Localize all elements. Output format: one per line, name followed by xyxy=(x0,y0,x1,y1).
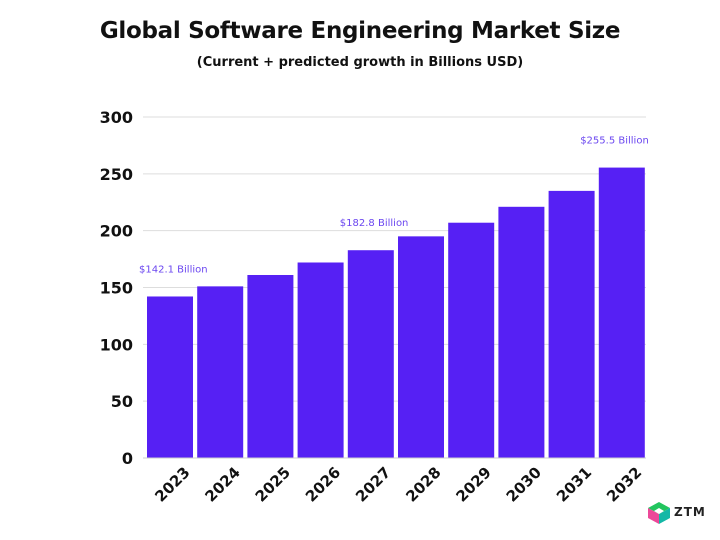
y-tick-label: 0 xyxy=(122,449,133,468)
data-label-2023: $142.1 Billion xyxy=(139,264,208,275)
chart-title: Global Software Engineering Market Size xyxy=(99,18,621,44)
data-label-2032: $255.5 Billion xyxy=(580,136,649,147)
bar-2027 xyxy=(347,250,394,458)
x-tick-label: 2031 xyxy=(553,463,595,505)
x-tick-label: 2024 xyxy=(202,463,244,505)
bar-2028 xyxy=(398,236,444,458)
bar-2023 xyxy=(147,296,193,458)
y-tick-label: 150 xyxy=(100,279,133,298)
x-tick-label: 2028 xyxy=(402,463,444,505)
ztm-logo: ZTM xyxy=(646,500,714,530)
y-tick-label: 200 xyxy=(100,222,133,241)
bar-2029 xyxy=(448,222,495,458)
bar-2024 xyxy=(197,286,244,458)
x-tick-label: 2025 xyxy=(252,463,294,505)
bar-2031 xyxy=(548,190,595,458)
x-tick-label: 2027 xyxy=(352,463,394,505)
bar-2025 xyxy=(247,274,294,458)
y-tick-label: 250 xyxy=(100,165,133,184)
ztm-logo-icon xyxy=(648,502,670,524)
chart-subtitle: (Current + predicted growth in Billions … xyxy=(196,55,524,70)
data-label-2027: $182.8 Billion xyxy=(340,218,409,229)
x-tick-label: 2032 xyxy=(603,463,645,505)
x-tick-label: 2023 xyxy=(151,463,193,505)
x-tick-label: 2030 xyxy=(503,463,545,505)
y-tick-label: 300 xyxy=(100,108,133,127)
bar-2032 xyxy=(598,167,645,458)
logo-text: ZTM xyxy=(674,505,706,519)
y-tick-label: 100 xyxy=(100,335,133,354)
y-tick-label: 50 xyxy=(111,392,133,411)
x-tick-label: 2026 xyxy=(302,463,344,505)
bar-2030 xyxy=(498,206,545,458)
bar-2026 xyxy=(297,262,344,458)
x-tick-label: 2029 xyxy=(453,463,495,505)
